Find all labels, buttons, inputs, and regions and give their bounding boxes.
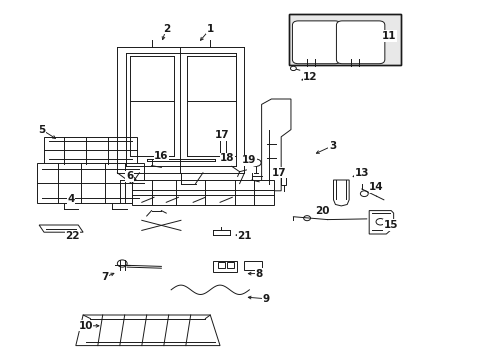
Text: 13: 13 <box>354 168 368 178</box>
Bar <box>288 14 400 65</box>
Text: 14: 14 <box>368 182 383 192</box>
Polygon shape <box>368 211 393 234</box>
Text: 12: 12 <box>303 72 317 82</box>
Text: 20: 20 <box>315 206 329 216</box>
Text: 22: 22 <box>65 231 80 241</box>
Text: 9: 9 <box>263 294 269 304</box>
Bar <box>217 262 224 268</box>
Bar <box>44 137 137 164</box>
Polygon shape <box>76 315 220 346</box>
Text: 17: 17 <box>215 130 229 140</box>
Bar <box>37 163 144 203</box>
Text: 8: 8 <box>255 269 262 279</box>
Text: 15: 15 <box>383 220 398 230</box>
Polygon shape <box>39 225 83 232</box>
Text: 21: 21 <box>237 231 251 241</box>
Text: 16: 16 <box>154 150 168 161</box>
Text: 18: 18 <box>220 153 234 163</box>
Text: 5: 5 <box>38 125 45 135</box>
Bar <box>288 14 400 65</box>
Bar <box>244 261 261 270</box>
Polygon shape <box>261 99 290 191</box>
Text: 2: 2 <box>163 24 169 34</box>
Text: 11: 11 <box>381 31 395 41</box>
Bar <box>132 180 273 205</box>
Text: 6: 6 <box>126 171 133 181</box>
Bar <box>212 261 237 272</box>
Text: 1: 1 <box>206 24 213 34</box>
Text: 7: 7 <box>101 272 109 282</box>
Bar <box>220 139 225 153</box>
FancyBboxPatch shape <box>336 21 384 64</box>
Bar <box>226 262 234 268</box>
Circle shape <box>290 66 296 71</box>
Text: 19: 19 <box>242 155 256 165</box>
Text: 17: 17 <box>271 168 285 178</box>
Text: 4: 4 <box>67 194 75 204</box>
FancyBboxPatch shape <box>292 21 340 64</box>
Text: 3: 3 <box>328 141 335 151</box>
Bar <box>281 172 285 185</box>
Text: 10: 10 <box>78 321 93 331</box>
